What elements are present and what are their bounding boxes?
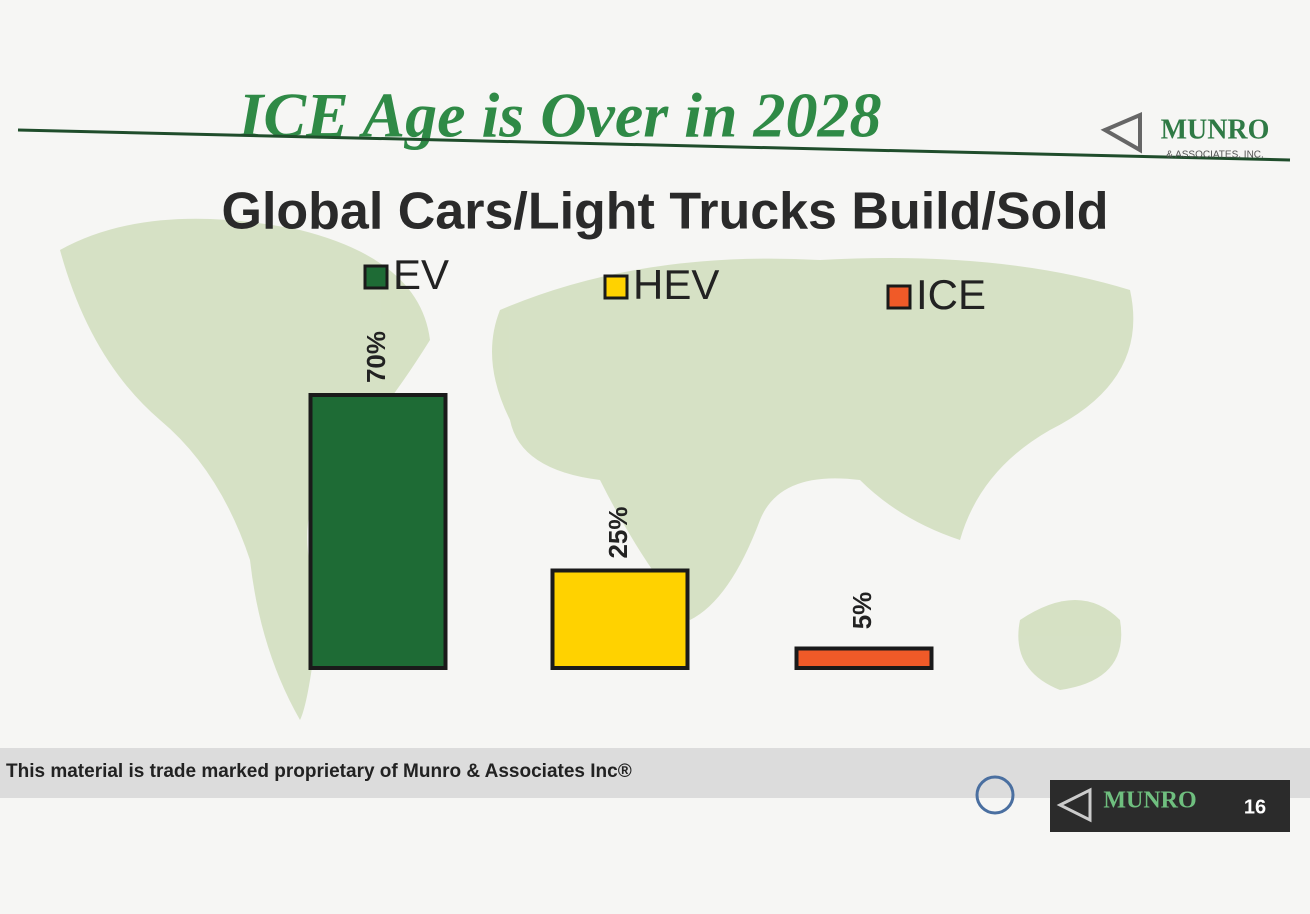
value-label: 5%	[847, 592, 877, 630]
bar	[311, 395, 446, 668]
slide: ICE Age is Over in 2028 MUNRO & ASSOCIAT…	[0, 0, 1310, 914]
chart-title: Global Cars/Light Trucks Build/Sold	[222, 183, 1109, 241]
logo-text: MUNRO	[1161, 114, 1270, 145]
page: {"header": {"title": "ICE Age is Over in…	[0, 0, 1310, 914]
value-label: 70%	[361, 331, 391, 383]
logo-subtext: & ASSOCIATES, INC.	[1166, 150, 1264, 161]
bar	[553, 571, 688, 669]
value-label: 25%	[603, 506, 633, 558]
slide-title: ICE Age is Over in 2028	[238, 80, 882, 151]
legend-label: EV	[393, 251, 449, 298]
footer-text: This material is trade marked proprietar…	[6, 761, 632, 782]
footer-logo-text: MUNRO	[1103, 788, 1196, 814]
bar	[797, 649, 932, 669]
legend-swatch	[605, 276, 627, 298]
legend-swatch	[365, 266, 387, 288]
legend-swatch	[888, 286, 910, 308]
legend-label: HEV	[633, 261, 719, 308]
page-number: 16	[1244, 796, 1266, 818]
legend-label: ICE	[916, 271, 986, 318]
